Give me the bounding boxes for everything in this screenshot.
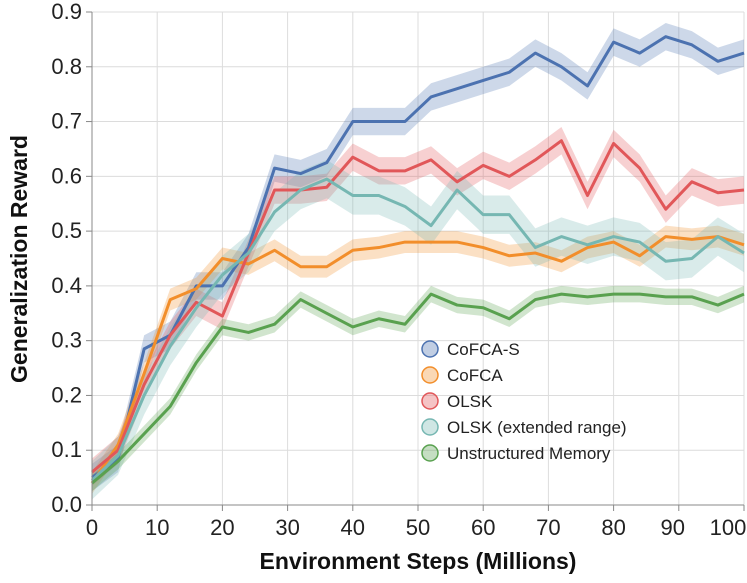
x-tick-label: 0 — [86, 515, 98, 540]
legend-label-cofca: CoFCA — [447, 366, 503, 385]
y-tick-label: 0.6 — [51, 163, 82, 188]
legend-swatch-unstructured-memory — [421, 444, 439, 462]
line-unstructured-memory — [91, 292, 745, 485]
legend-swatch-olsk-extended-range — [421, 418, 439, 436]
x-tick-label: 10 — [145, 515, 169, 540]
x-tick-label: 80 — [601, 515, 625, 540]
x-tick-label: 90 — [661, 515, 685, 540]
legend-label-olsk-extended-range: OLSK (extended range) — [447, 418, 627, 437]
y-axis-ticks: 0.0 0.1 0.2 0.3 0.4 0.5 0.6 0.7 0.8 0.9 — [51, 0, 92, 517]
legend-label-unstructured-memory: Unstructured Memory — [447, 444, 611, 463]
x-tick-label: 100 — [710, 515, 747, 540]
x-tick-label: 30 — [275, 515, 299, 540]
legend: CoFCA-S CoFCA OLSK OLSK (extended range) Uns… — [421, 340, 627, 463]
legend-label-cofca-s: CoFCA-S — [447, 340, 520, 359]
y-tick-label: 0.3 — [51, 328, 82, 353]
y-tick-label: 0.5 — [51, 218, 82, 243]
legend-swatch-cofca-s — [421, 340, 439, 358]
y-tick-label: 0.2 — [51, 382, 82, 407]
x-tick-label: 60 — [471, 515, 495, 540]
y-tick-label: 0.7 — [51, 109, 82, 134]
y-axis-title: Generalization Reward — [6, 135, 32, 383]
x-axis-title: Environment Steps (Millions) — [260, 548, 577, 574]
series-lines — [90, 35, 745, 485]
legend-swatch-cofca — [421, 366, 439, 384]
x-axis-ticks: 0 10 20 30 40 50 60 70 80 90 100 — [86, 505, 746, 540]
x-tick-label: 40 — [341, 515, 365, 540]
y-tick-label: 0.4 — [51, 273, 82, 298]
y-tick-label: 0.0 — [51, 492, 82, 517]
band-unstructured-memory — [92, 285, 744, 492]
x-tick-label: 70 — [536, 515, 560, 540]
line-olsk-extended-range — [90, 177, 745, 482]
x-tick-label: 50 — [406, 515, 430, 540]
band-olsk — [92, 127, 744, 486]
y-tick-label: 0.1 — [51, 437, 82, 462]
y-tick-label: 0.9 — [51, 0, 82, 24]
band-cofca-s — [92, 22, 744, 492]
legend-label-olsk: OLSK — [447, 392, 493, 411]
x-tick-label: 20 — [210, 515, 234, 540]
line-cofca — [90, 235, 745, 484]
y-tick-label: 0.8 — [51, 54, 82, 79]
legend-swatch-olsk — [421, 392, 439, 410]
